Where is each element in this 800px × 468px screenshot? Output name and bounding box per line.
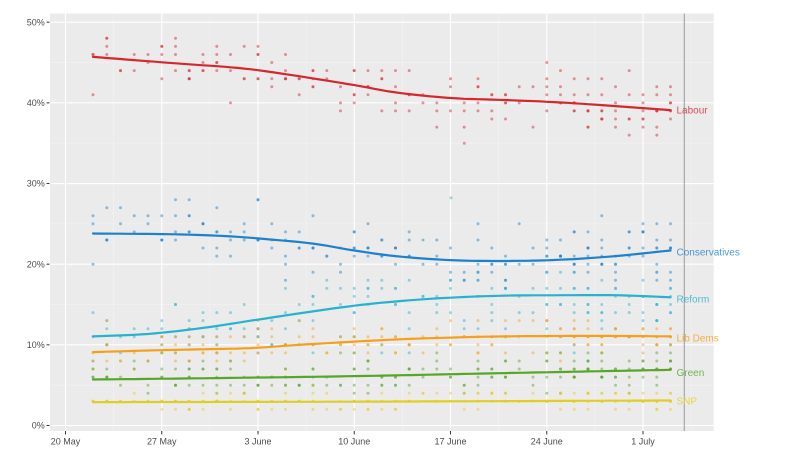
svg-text:0%: 0% xyxy=(32,421,45,431)
svg-text:10%: 10% xyxy=(27,340,45,350)
svg-text:Green: Green xyxy=(677,368,705,379)
svg-text:Reform: Reform xyxy=(677,294,710,305)
svg-text:17 June: 17 June xyxy=(434,437,466,447)
svg-text:20%: 20% xyxy=(27,259,45,269)
svg-text:50%: 50% xyxy=(27,17,45,27)
svg-text:27 May: 27 May xyxy=(147,437,177,447)
svg-text:Conservatives: Conservatives xyxy=(677,247,740,258)
svg-text:Lib Dems: Lib Dems xyxy=(677,333,719,344)
svg-text:24 June: 24 June xyxy=(531,437,563,447)
svg-text:1 July: 1 July xyxy=(631,437,655,447)
svg-text:3 June: 3 June xyxy=(244,437,271,447)
svg-text:30%: 30% xyxy=(27,179,45,189)
svg-text:20 May: 20 May xyxy=(51,437,81,447)
svg-text:40%: 40% xyxy=(27,98,45,108)
svg-text:SNP: SNP xyxy=(677,397,698,408)
svg-text:10 June: 10 June xyxy=(338,437,370,447)
svg-text:Labour: Labour xyxy=(677,106,709,117)
